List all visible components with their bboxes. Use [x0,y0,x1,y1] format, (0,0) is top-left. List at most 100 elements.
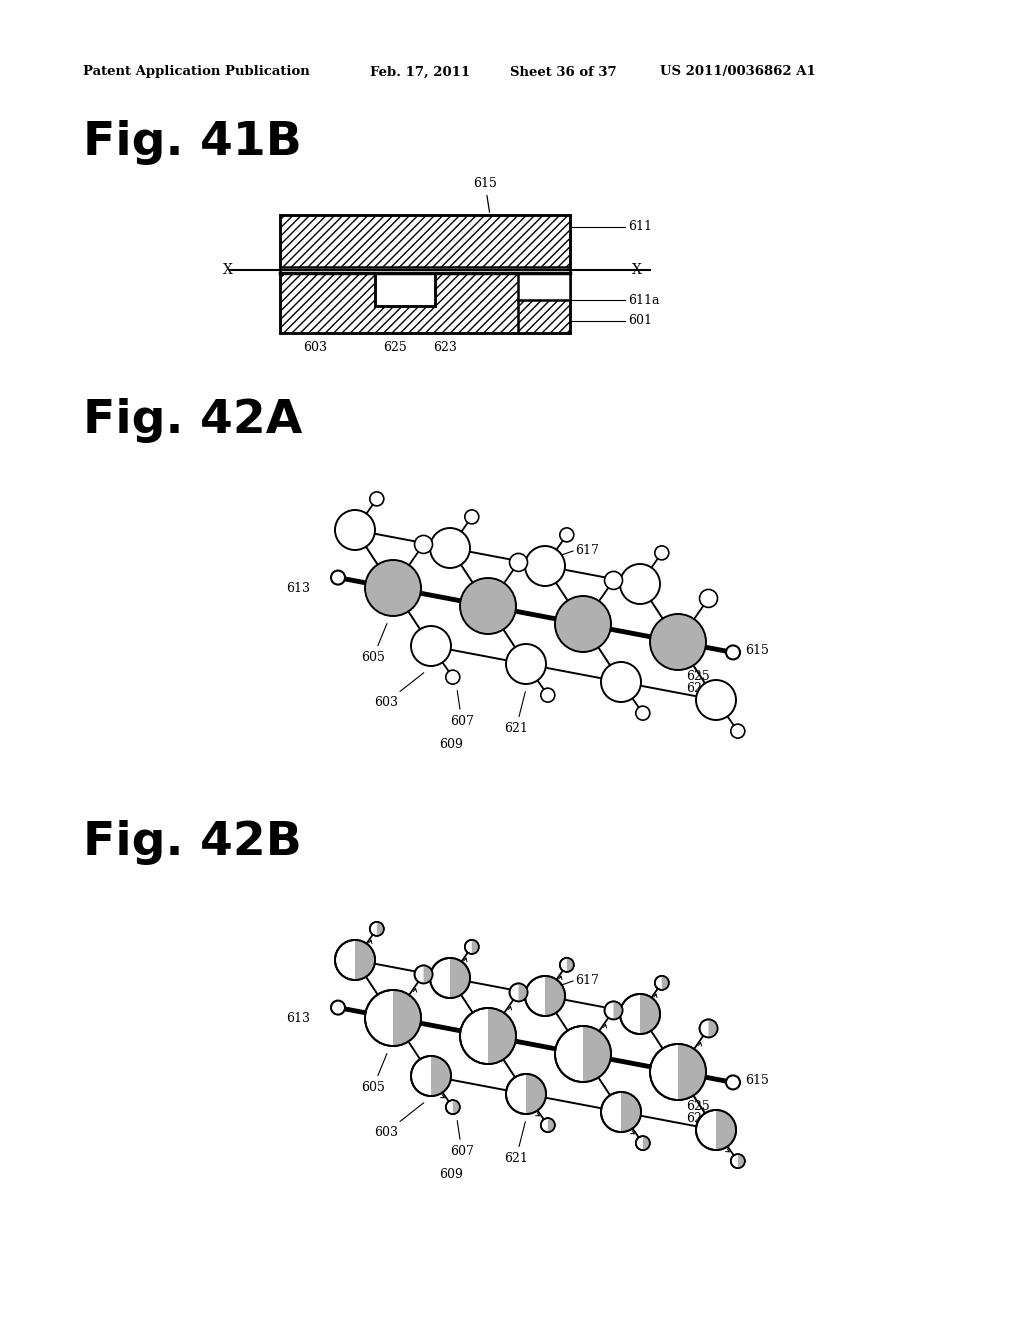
Circle shape [331,570,345,585]
Text: 609: 609 [439,738,463,751]
Wedge shape [355,940,375,979]
Circle shape [430,958,470,998]
Circle shape [560,528,573,543]
Text: 623: 623 [686,1111,710,1125]
Text: Fig. 42A: Fig. 42A [83,399,302,444]
Bar [518,273,570,300]
Circle shape [335,510,375,550]
Circle shape [510,983,527,1002]
Text: 603: 603 [374,1102,424,1139]
Text: 603: 603 [374,673,424,709]
Text: 621: 621 [504,692,528,735]
Circle shape [506,1074,546,1114]
Text: Fig. 42B: Fig. 42B [83,820,302,865]
Circle shape [726,645,740,660]
Wedge shape [450,958,470,998]
Text: 609: 609 [439,1168,463,1181]
Text: US 2011/0036862 A1: US 2011/0036862 A1 [660,66,816,78]
Circle shape [465,510,479,524]
Circle shape [731,1154,744,1168]
Text: Fig. 41B: Fig. 41B [83,120,302,165]
Wedge shape [431,1056,451,1096]
Circle shape [604,1002,623,1019]
Wedge shape [583,1026,611,1082]
Circle shape [525,546,565,586]
Wedge shape [472,940,479,954]
Circle shape [601,663,641,702]
Bar [375,273,435,306]
Circle shape [604,572,623,590]
Circle shape [411,1056,451,1096]
Circle shape [699,590,718,607]
Circle shape [696,680,736,719]
Circle shape [411,626,451,667]
Text: 617: 617 [575,544,599,557]
Circle shape [460,578,516,634]
Circle shape [445,1100,460,1114]
Circle shape [525,975,565,1016]
Wedge shape [643,1137,650,1150]
Circle shape [445,671,460,684]
Circle shape [620,564,660,605]
Text: 625: 625 [686,1100,710,1113]
Text: 625: 625 [686,671,710,682]
Text: 611a: 611a [628,293,659,306]
Circle shape [696,1110,736,1150]
Wedge shape [678,1044,706,1100]
Text: 615: 615 [745,644,769,657]
Text: Feb. 17, 2011: Feb. 17, 2011 [370,66,470,78]
Text: X: X [223,263,232,277]
Circle shape [541,1118,555,1133]
Wedge shape [393,990,421,1045]
Text: 615: 615 [473,177,497,213]
Text: 623: 623 [686,682,710,696]
Text: Sheet 36 of 37: Sheet 36 of 37 [510,66,616,78]
Wedge shape [545,975,565,1016]
Wedge shape [662,975,669,990]
Circle shape [506,644,546,684]
Wedge shape [613,1002,623,1019]
Circle shape [331,1001,345,1015]
Text: 623: 623 [433,341,457,354]
Circle shape [365,990,421,1045]
Wedge shape [716,1110,736,1150]
Circle shape [699,1019,718,1038]
Circle shape [555,597,611,652]
Text: 607: 607 [450,1121,474,1158]
Wedge shape [377,921,384,936]
Circle shape [460,1008,516,1064]
Circle shape [430,528,470,568]
Bar [280,273,570,333]
Circle shape [726,1076,740,1089]
Circle shape [601,1092,641,1133]
Wedge shape [709,1019,718,1038]
Bar [280,215,570,267]
Text: 607: 607 [450,690,474,727]
Text: 613: 613 [286,1011,310,1024]
Text: 613: 613 [286,582,310,594]
Text: 615: 615 [745,1074,769,1086]
Circle shape [654,546,669,560]
Wedge shape [567,958,573,972]
Circle shape [636,1137,650,1150]
Text: 621: 621 [504,1122,528,1166]
Wedge shape [424,965,432,983]
Circle shape [654,975,669,990]
Wedge shape [453,1100,460,1114]
Wedge shape [548,1118,555,1133]
Text: 601: 601 [628,314,652,327]
Circle shape [541,688,555,702]
Circle shape [370,921,384,936]
Circle shape [415,965,432,983]
Text: Patent Application Publication: Patent Application Publication [83,66,309,78]
Text: 603: 603 [303,341,327,354]
Circle shape [370,492,384,506]
Circle shape [650,1044,706,1100]
Wedge shape [526,1074,546,1114]
Text: 617: 617 [575,974,599,987]
Text: 625: 625 [383,341,407,354]
Text: X: X [632,263,642,277]
Circle shape [365,560,421,616]
Circle shape [465,940,479,954]
Circle shape [335,940,375,979]
